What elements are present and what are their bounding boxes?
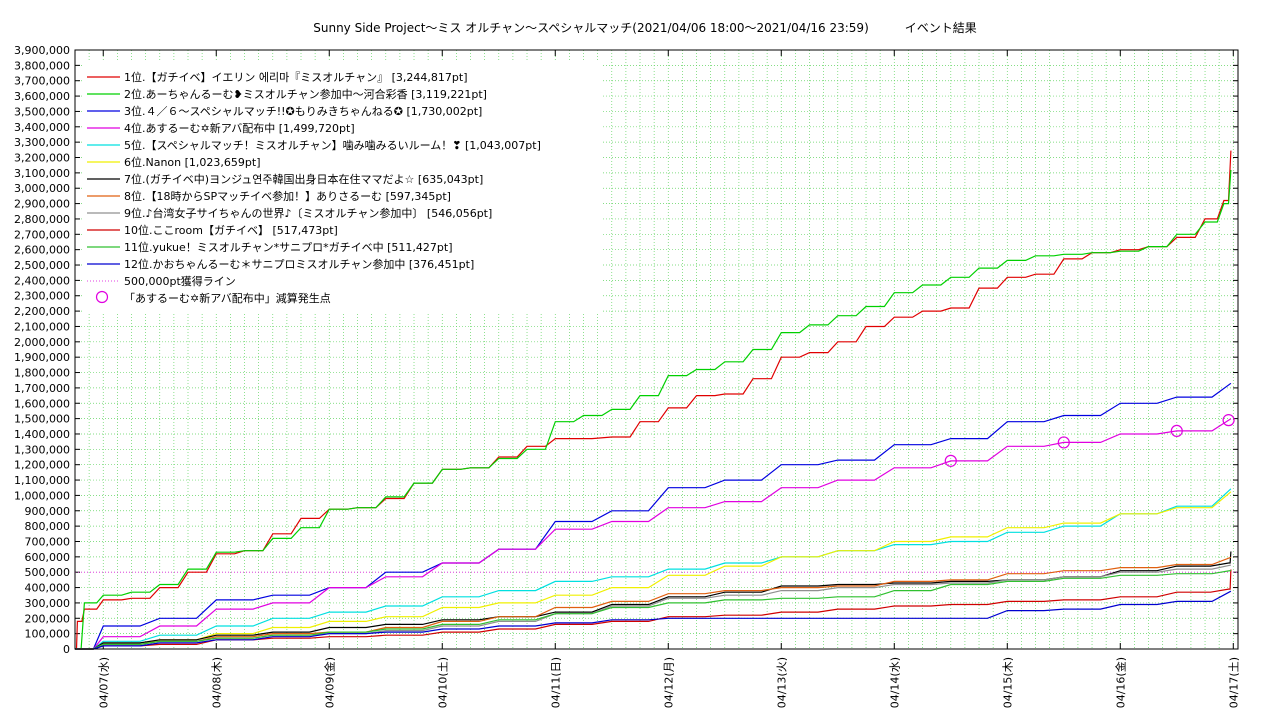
y-tick-label: 2,000,000 (14, 336, 70, 349)
legend-label: 9位.♪台湾女子サイちゃんの世界♪〔ミスオルチャン参加中〕 [546,056pt… (124, 206, 492, 220)
y-tick-label: 1,700,000 (14, 382, 70, 395)
legend-label: 6位.Nanon [1,023,659pt] (124, 155, 261, 169)
plot-border (74, 49, 1239, 650)
y-tick-label: 1,800,000 (14, 367, 70, 380)
y-tick-label: 2,200,000 (14, 305, 70, 318)
y-tick-label: 200,000 (25, 612, 71, 625)
chart-title: Sunny Side Project～ミス オルチャン～スペシャルマッチ(202… (313, 21, 977, 35)
series-line-8 (75, 556, 1232, 650)
y-tick-label: 2,900,000 (14, 198, 70, 211)
y-tick-label: 1,900,000 (14, 351, 70, 364)
y-tick-label: 2,700,000 (14, 228, 70, 241)
y-tick-label: 900,000 (25, 505, 71, 518)
y-tick-label: 0 (63, 643, 70, 656)
y-tick-label: 3,100,000 (14, 167, 70, 180)
y-tick-label: 500,000 (25, 566, 71, 579)
x-tick-label: 04/12(月) (662, 657, 675, 708)
y-tick-label: 100,000 (25, 628, 71, 641)
y-tick-label: 1,000,000 (14, 489, 70, 502)
series-line-11 (75, 569, 1232, 650)
x-tick-label: 04/14(水) (888, 657, 901, 708)
y-tick-label: 3,700,000 (14, 75, 70, 88)
legend-label: 500,000pt獲得ライン (124, 275, 236, 288)
y-tick-label: 3,600,000 (14, 90, 70, 103)
x-tick-label: 04/13(火) (775, 657, 788, 708)
y-tick-label: 2,100,000 (14, 320, 70, 333)
y-tick-label: 1,200,000 (14, 459, 70, 472)
series-line-6 (75, 491, 1232, 650)
y-tick-label: 3,300,000 (14, 136, 70, 149)
decrease-marker (1170, 424, 1183, 438)
y-tick-label: 800,000 (25, 520, 71, 533)
x-tick-label: 04/11(日) (549, 657, 562, 708)
y-tick-label: 1,100,000 (14, 474, 70, 487)
x-tick-label: 04/16(金) (1113, 657, 1127, 708)
legend-label: 1位.【ガチイベ】イエリン 에리마『ミスオルチャン』 [3,244,817pt] (124, 70, 468, 84)
y-tick-label: 600,000 (25, 551, 71, 564)
y-tick-label: 2,600,000 (14, 244, 70, 257)
series-line-2 (75, 169, 1232, 650)
y-tick-label: 3,800,000 (14, 59, 70, 72)
x-tick-label: 04/17(土) (1227, 657, 1240, 708)
legend-label: 10位.ここroom【ガチイベ】 [517,473pt] (124, 223, 338, 237)
decrease-marker (1222, 414, 1235, 427)
series-line-4 (75, 418, 1232, 650)
y-tick-label: 1,400,000 (14, 428, 70, 441)
y-tick-label: 700,000 (25, 535, 71, 548)
y-tick-label: 2,300,000 (14, 290, 70, 303)
y-tick-label: 3,900,000 (14, 44, 70, 57)
legend-marker-swatch (95, 290, 109, 304)
decrease-marker (1057, 436, 1070, 449)
series-line-5 (75, 488, 1232, 650)
y-tick-label: 2,500,000 (14, 259, 70, 272)
x-tick-label: 04/10(土) (436, 657, 449, 708)
y-tick-label: 2,400,000 (14, 274, 70, 287)
legend-label: 2位.あーちゃんるーむ❥ミスオルチャン参加中～河合彩香 [3,119,221pt… (124, 87, 487, 101)
legend-label: 8位.【18時からSPマッチイベ参加！】ありさるーむ [597,345pt] (124, 189, 451, 203)
legend-label: 5位.【スペシャルマッチ！ミスオルチャン】噛み噛みるいルーム！❣ [1,043,… (124, 138, 541, 152)
legend-label: 4位.あするーむ✡新アバ配布中 [1,499,720pt] (124, 121, 355, 135)
y-tick-label: 1,600,000 (14, 397, 70, 410)
legend-label: 11位.yukue！ミスオルチャン*サニプロ*ガチイベ中 [511,427pt] (124, 240, 453, 254)
y-tick-label: 3,400,000 (14, 121, 70, 134)
series-line-3 (75, 382, 1232, 650)
y-tick-label: 1,300,000 (14, 443, 70, 456)
x-tick-label: 04/15(木) (1001, 657, 1014, 708)
series-line-12 (75, 590, 1232, 650)
y-tick-label: 1,500,000 (14, 413, 70, 426)
legend-box (82, 62, 602, 312)
y-tick-label: 2,800,000 (14, 213, 70, 226)
legend-label: 「あするーむ✡新アバ配布中」減算発生点 (124, 291, 331, 305)
x-tick-label: 04/08(木) (210, 657, 223, 708)
legend-label: 7位.(ガチイベ中)ヨンジュ연주韓国出身日本在住ママだよ☆ [635,043pt… (124, 172, 483, 186)
series-line-1 (75, 150, 1232, 650)
y-tick-label: 400,000 (25, 582, 71, 595)
y-tick-label: 300,000 (25, 597, 71, 610)
x-tick-label: 04/07(水) (97, 657, 110, 708)
legend-label: 3位.４／６～スペシャルマッチ!!✪もりみきちゃんねる✪ [1,730,002p… (124, 104, 482, 118)
x-tick-label: 04/09(金) (322, 657, 336, 708)
y-tick-label: 3,200,000 (14, 152, 70, 165)
legend-label: 12位.かおちゃんるーむ＊サニプロミスオルチャン参加中 [376,451pt] (124, 257, 474, 271)
decrease-marker (944, 454, 957, 467)
y-tick-label: 3,000,000 (14, 182, 70, 195)
y-tick-label: 3,500,000 (14, 105, 70, 118)
